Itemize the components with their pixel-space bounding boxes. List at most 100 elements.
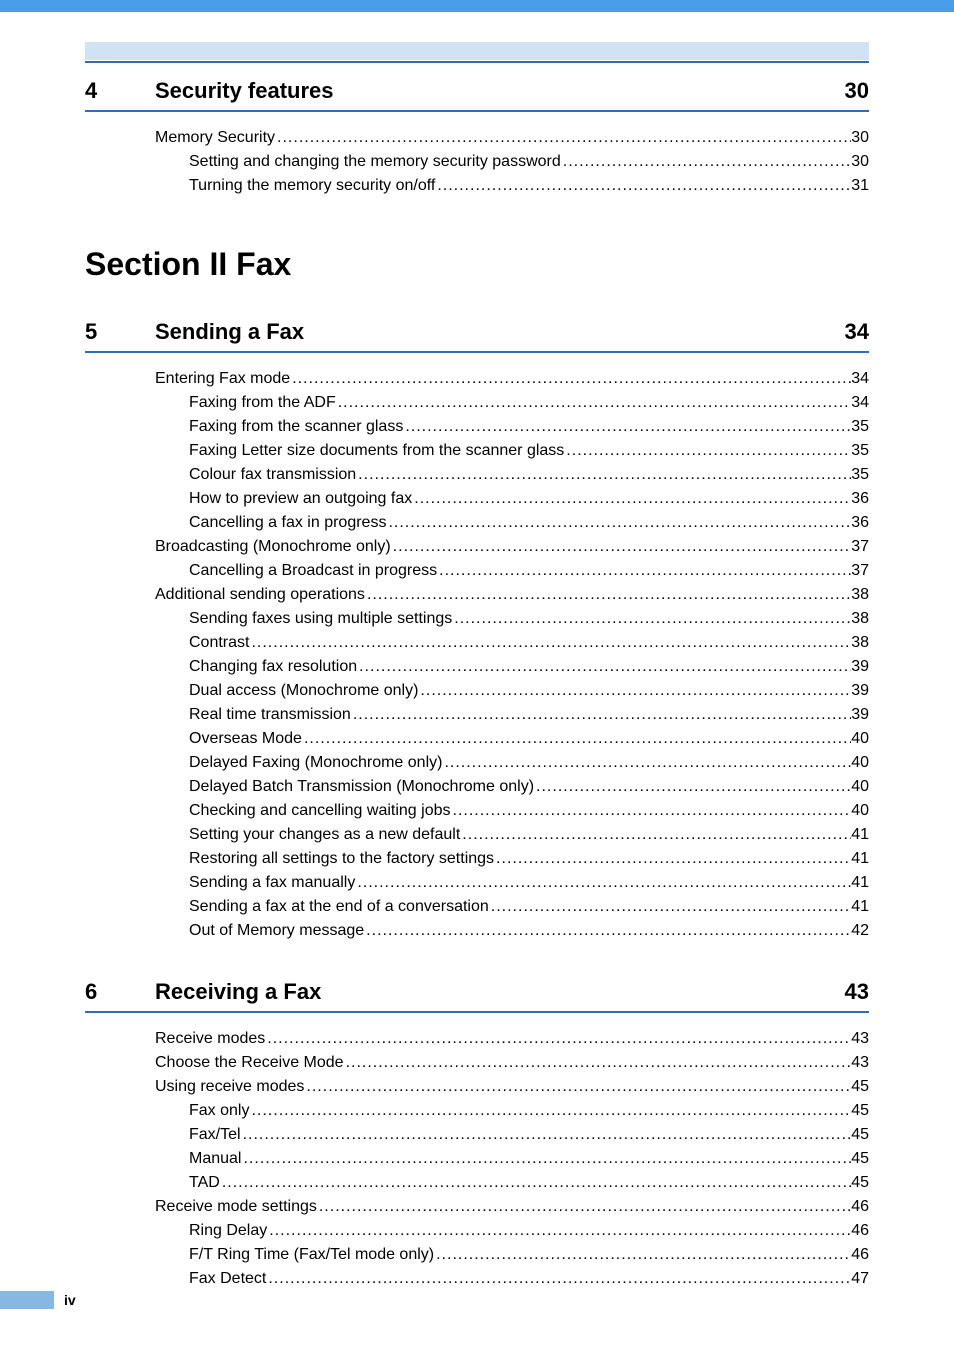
toc-label: Changing fax resolution <box>189 655 357 679</box>
toc-line: Changing fax resolution 39 <box>189 655 869 679</box>
toc-label: Dual access (Monochrome only) <box>189 679 418 703</box>
toc-label: Manual <box>189 1147 241 1171</box>
toc-page: 41 <box>851 871 869 895</box>
toc-leader <box>437 559 851 583</box>
toc-line: Cancelling a fax in progress 36 <box>189 511 869 535</box>
toc-line: Manual 45 <box>189 1147 869 1171</box>
toc-line: Sending faxes using multiple settings 38 <box>189 607 869 631</box>
toc-line: Restoring all settings to the factory se… <box>189 847 869 871</box>
toc-page: 41 <box>851 895 869 919</box>
toc-leader <box>249 1099 851 1123</box>
chapter-number: 4 <box>85 78 155 104</box>
toc-page: 38 <box>851 583 869 607</box>
toc-line: Setting and changing the memory security… <box>189 150 869 174</box>
toc-page: 42 <box>851 919 869 943</box>
toc-page: 45 <box>851 1099 869 1123</box>
toc-line: Broadcasting (Monochrome only) 37 <box>155 535 869 559</box>
toc-line: F/T Ring Time (Fax/Tel mode only)46 <box>189 1243 869 1267</box>
toc-line: Contrast 38 <box>189 631 869 655</box>
toc-page: 41 <box>851 823 869 847</box>
toc-page: 34 <box>851 391 869 415</box>
toc-label: TAD <box>189 1171 220 1195</box>
chapter-page: 30 <box>845 78 869 104</box>
toc-leader <box>241 1147 851 1171</box>
toc-leader <box>534 775 851 799</box>
toc-line: Sending a fax manually 41 <box>189 871 869 895</box>
toc-label: Choose the Receive Mode <box>155 1051 344 1075</box>
toc-page: 35 <box>851 415 869 439</box>
toc-page: 39 <box>851 655 869 679</box>
toc-line: Additional sending operations38 <box>155 583 869 607</box>
toc-line: Dual access (Monochrome only) 39 <box>189 679 869 703</box>
toc-block: Receive modes 43Choose the Receive Mode … <box>85 1027 869 1291</box>
toc-line: Delayed Faxing (Monochrome only)40 <box>189 751 869 775</box>
toc-label: Using receive modes <box>155 1075 304 1099</box>
toc-leader <box>460 823 851 847</box>
footer-accent-bar <box>0 1291 54 1309</box>
toc-leader <box>386 511 851 535</box>
toc-label: Colour fax transmission <box>189 463 356 487</box>
toc-page: 35 <box>851 439 869 463</box>
toc-line: Colour fax transmission 35 <box>189 463 869 487</box>
toc-leader <box>351 703 851 727</box>
toc-label: Broadcasting (Monochrome only) <box>155 535 391 559</box>
toc-leader <box>442 751 851 775</box>
toc-leader <box>267 1219 851 1243</box>
toc-line: Setting your changes as a new default41 <box>189 823 869 847</box>
toc-leader <box>452 607 851 631</box>
toc-line: Cancelling a Broadcast in progress37 <box>189 559 869 583</box>
toc-line: Choose the Receive Mode 43 <box>155 1051 869 1075</box>
toc-label: Fax Detect <box>189 1267 266 1291</box>
toc-line: Ring Delay 46 <box>189 1219 869 1243</box>
toc-page: 43 <box>851 1051 869 1075</box>
toc-line: Using receive modes 45 <box>155 1075 869 1099</box>
toc-line: Entering Fax mode 34 <box>155 367 869 391</box>
toc-label: Delayed Batch Transmission (Monochrome o… <box>189 775 534 799</box>
toc-leader <box>336 391 851 415</box>
toc-page: 36 <box>851 487 869 511</box>
chapter-row: 5 Sending a Fax 34 <box>85 319 869 353</box>
page-number: iv <box>64 1292 76 1308</box>
toc-page: 37 <box>851 559 869 583</box>
toc-leader <box>391 535 852 559</box>
toc-leader <box>290 367 851 391</box>
toc-line: Receive mode settings 46 <box>155 1195 869 1219</box>
toc-leader <box>451 799 852 823</box>
toc-line: Delayed Batch Transmission (Monochrome o… <box>189 775 869 799</box>
toc-label: Cancelling a fax in progress <box>189 511 386 535</box>
toc-line: Memory Security30 <box>155 126 869 150</box>
toc-page: 45 <box>851 1147 869 1171</box>
toc-label: Overseas Mode <box>189 727 302 751</box>
toc-block: Memory Security30Setting and changing th… <box>85 126 869 198</box>
chapter-number: 6 <box>85 979 155 1005</box>
toc-page: 40 <box>851 799 869 823</box>
toc-line: Turning the memory security on/off 31 <box>189 174 869 198</box>
toc-line: TAD 45 <box>189 1171 869 1195</box>
chapter-row: 4 Security features 30 <box>85 78 869 112</box>
toc-leader <box>357 655 851 679</box>
toc-line: Overseas Mode 40 <box>189 727 869 751</box>
toc-label: Turning the memory security on/off <box>189 174 435 198</box>
toc-page: 37 <box>851 535 869 559</box>
toc-leader <box>275 126 851 150</box>
toc-page: 45 <box>851 1123 869 1147</box>
toc-block: Entering Fax mode 34Faxing from the ADF … <box>85 367 869 943</box>
page-content: 4 Security features 30 Memory Security30… <box>0 78 954 1291</box>
toc-line: Sending a fax at the end of a conversati… <box>189 895 869 919</box>
toc-page: 38 <box>851 607 869 631</box>
toc-page: 46 <box>851 1195 869 1219</box>
toc-page: 41 <box>851 847 869 871</box>
toc-line: Real time transmission 39 <box>189 703 869 727</box>
toc-page: 46 <box>851 1219 869 1243</box>
chapter-number: 5 <box>85 319 155 345</box>
toc-leader <box>317 1195 851 1219</box>
toc-label: Checking and cancelling waiting jobs <box>189 799 451 823</box>
toc-page: 39 <box>851 679 869 703</box>
toc-page: 45 <box>851 1075 869 1099</box>
toc-label: Memory Security <box>155 126 275 150</box>
page-top-stripe <box>0 0 954 12</box>
toc-leader <box>561 150 851 174</box>
toc-label: Receive mode settings <box>155 1195 317 1219</box>
toc-line: Fax only 45 <box>189 1099 869 1123</box>
toc-page: 34 <box>851 367 869 391</box>
